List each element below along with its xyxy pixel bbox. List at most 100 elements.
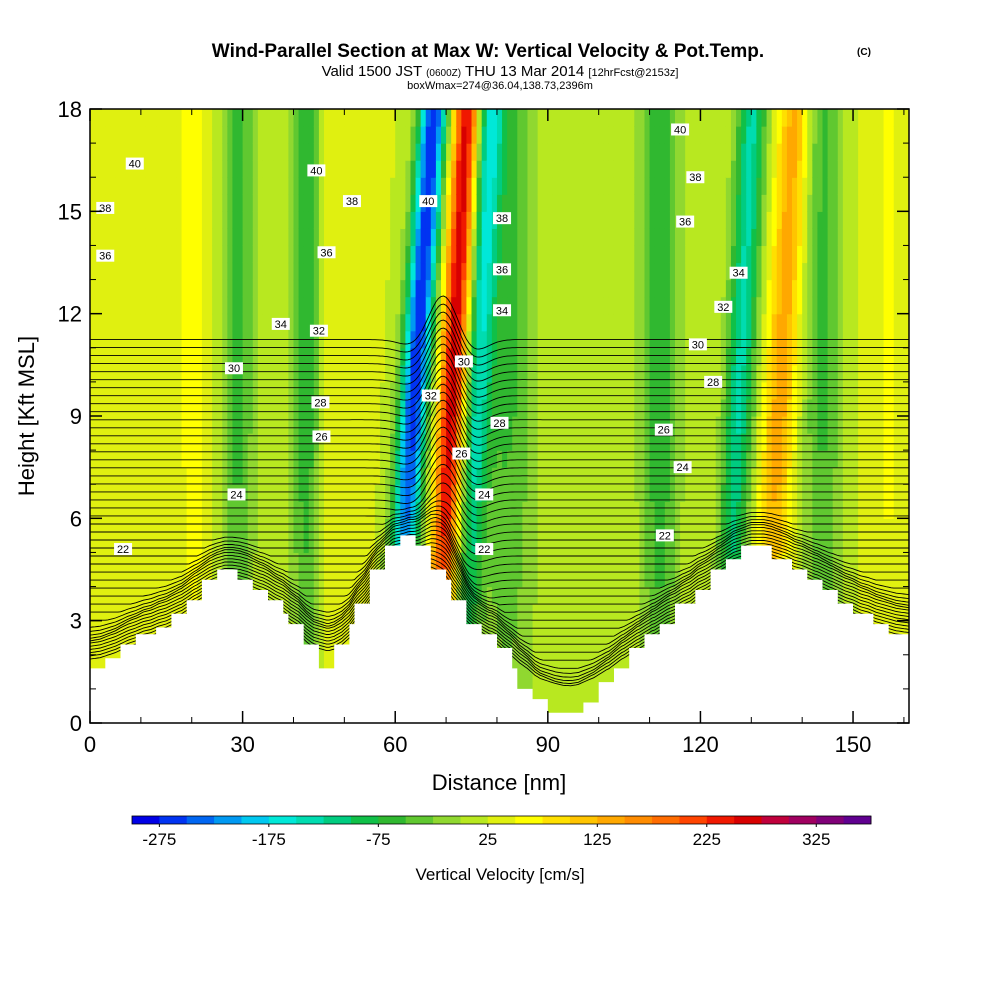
velocity-cell — [120, 296, 127, 315]
velocity-cell — [725, 109, 732, 127]
velocity-cell — [568, 518, 574, 536]
velocity-cell — [222, 416, 228, 434]
velocity-cell — [334, 347, 340, 366]
velocity-cell — [222, 126, 228, 144]
velocity-cell — [395, 330, 401, 349]
velocity-cell — [400, 313, 406, 332]
velocity-cell — [649, 416, 656, 434]
velocity-cell — [140, 433, 147, 451]
velocity-cell — [379, 296, 386, 315]
velocity-cell — [583, 398, 590, 417]
velocity-cell — [329, 569, 335, 588]
velocity-cell — [201, 126, 208, 144]
velocity-cell — [283, 211, 289, 229]
velocity-cell — [176, 552, 183, 571]
velocity-cell — [547, 143, 554, 161]
velocity-cell — [568, 211, 574, 229]
velocity-cell — [303, 109, 310, 127]
velocity-cell — [527, 433, 534, 451]
velocity-cell — [736, 228, 742, 247]
velocity-cell — [761, 347, 768, 366]
velocity-cell — [120, 177, 127, 195]
velocity-cell — [110, 569, 117, 588]
velocity-cell — [207, 160, 213, 178]
velocity-cell — [161, 211, 167, 229]
velocity-cell — [227, 109, 234, 127]
velocity-cell — [364, 143, 371, 161]
velocity-cell — [288, 518, 295, 536]
velocity-cell — [191, 501, 198, 519]
velocity-cell — [786, 194, 793, 212]
velocity-cell — [201, 228, 208, 247]
velocity-cell — [278, 364, 284, 383]
velocity-cell — [115, 245, 122, 264]
velocity-cell — [547, 245, 554, 264]
velocity-cell — [461, 262, 468, 281]
velocity-cell — [161, 569, 167, 588]
velocity-cell — [395, 450, 401, 468]
velocity-cell — [161, 484, 167, 502]
velocity-cell — [196, 228, 203, 247]
velocity-cell — [680, 501, 686, 519]
velocity-cell — [257, 194, 264, 212]
velocity-cell — [446, 126, 452, 144]
velocity-cell — [125, 620, 132, 639]
velocity-cell — [313, 245, 320, 264]
velocity-cell — [339, 501, 345, 519]
velocity-cell — [186, 160, 193, 178]
velocity-cell — [451, 433, 457, 451]
velocity-cell — [257, 262, 264, 281]
velocity-cell — [558, 296, 564, 315]
velocity-cell — [308, 262, 315, 281]
velocity-cell — [385, 296, 391, 315]
velocity-cell — [268, 416, 274, 434]
velocity-cell — [664, 245, 671, 264]
velocity-cell — [603, 296, 610, 315]
velocity-cell — [334, 109, 340, 127]
velocity-cell — [451, 143, 457, 161]
velocity-cell — [222, 398, 228, 417]
chart-title: Wind-Parallel Section at Max W: Vertical… — [212, 41, 764, 62]
velocity-cell — [603, 671, 610, 690]
velocity-cell — [191, 211, 198, 229]
velocity-cell — [308, 552, 315, 571]
velocity-cell — [262, 109, 269, 127]
velocity-cell — [379, 518, 386, 536]
velocity-cell — [354, 245, 361, 264]
velocity-cell — [217, 552, 223, 571]
velocity-cell — [125, 450, 132, 468]
velocity-cell — [273, 484, 279, 502]
velocity-cell — [130, 194, 137, 212]
velocity-cell — [751, 347, 757, 366]
velocity-cell — [425, 330, 432, 349]
velocity-cell — [522, 381, 529, 400]
velocity-cell — [196, 177, 203, 195]
velocity-cell — [324, 143, 330, 161]
velocity-cell — [466, 416, 473, 434]
velocity-cell — [486, 586, 493, 605]
velocity-cell — [359, 228, 366, 247]
velocity-cell — [781, 484, 788, 502]
velocity-cell — [512, 433, 518, 451]
velocity-cell — [786, 211, 793, 229]
velocity-cell — [537, 109, 544, 127]
velocity-cell — [110, 535, 117, 554]
velocity-cell — [705, 450, 712, 468]
velocity-cell — [715, 484, 722, 502]
velocity-cell — [176, 313, 183, 332]
velocity-cell — [288, 433, 295, 451]
velocity-cell — [603, 637, 610, 656]
velocity-cell — [522, 671, 529, 690]
velocity-cell — [527, 637, 534, 656]
velocity-cell — [603, 381, 610, 400]
velocity-cell — [252, 211, 259, 229]
velocity-cell — [547, 552, 554, 571]
velocity-cell — [588, 484, 595, 502]
velocity-cell — [496, 535, 503, 554]
velocity-cell — [415, 450, 422, 468]
velocity-cell — [491, 160, 498, 178]
velocity-cell — [201, 177, 208, 195]
velocity-cell — [710, 245, 717, 264]
velocity-cell — [547, 671, 554, 690]
velocity-cell — [781, 245, 788, 264]
